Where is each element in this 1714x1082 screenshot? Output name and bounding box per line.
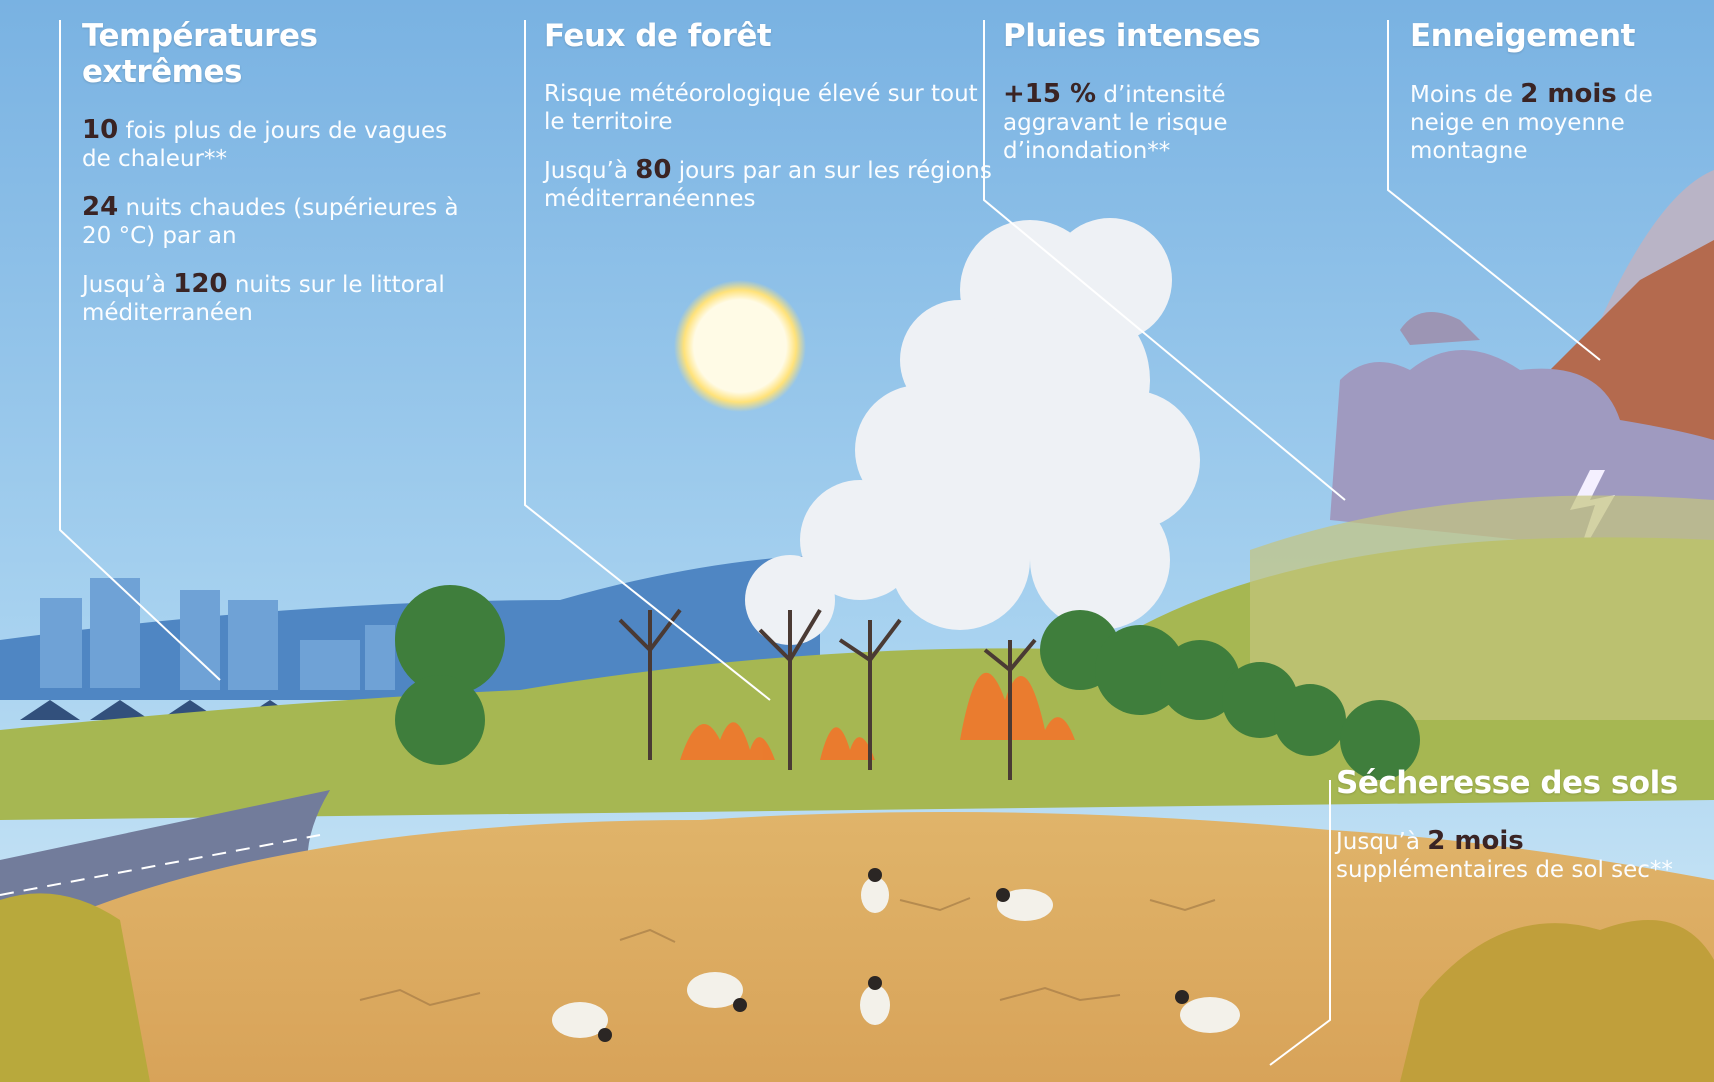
info-panel: Sécheresse des sols Jusqu’à 2 mois supplé… bbox=[1336, 765, 1686, 904]
info-panel: Enneigement Moins de 2 mois de neige en m… bbox=[1410, 18, 1710, 185]
info-panel: Températures extrêmes 10 fois plus de jou… bbox=[82, 18, 482, 347]
info-panel: Pluies intenses +15 % d’intensité aggrava… bbox=[1003, 18, 1273, 185]
panel-text: +15 % d’intensité aggravant le risque d’… bbox=[1003, 80, 1273, 165]
text-run: fois plus de jours de vagues de chaleur*… bbox=[82, 118, 447, 172]
panel-title: Enneigement bbox=[1410, 18, 1710, 54]
page: Températures extrêmes 10 fois plus de jou… bbox=[0, 0, 1714, 1082]
panel-text: Moins de 2 mois de neige en moyenne mont… bbox=[1410, 80, 1710, 165]
key-figure: 24 bbox=[82, 192, 118, 222]
panel-text: 10 fois plus de jours de vagues de chale… bbox=[82, 116, 482, 173]
panel-text: 24 nuits chaudes (supérieures à 20 °C) p… bbox=[82, 193, 482, 250]
text-run: nuits chaudes (supérieures à 20 °C) par … bbox=[82, 195, 459, 249]
panel-text: Jusqu’à 2 mois supplémentaires de sol se… bbox=[1336, 827, 1686, 884]
key-figure: 2 mois bbox=[1427, 826, 1523, 856]
text-run: Jusqu’à bbox=[82, 272, 173, 298]
text-run: supplémentaires de sol sec** bbox=[1336, 857, 1673, 883]
info-panel: Feux de forêt Risque météorologique élevé… bbox=[544, 18, 1004, 233]
panel-text: Risque météorologique élevé sur tout le … bbox=[544, 80, 1004, 136]
panel-title: Sécheresse des sols bbox=[1336, 765, 1686, 801]
key-figure: +15 % bbox=[1003, 79, 1096, 109]
text-run: Jusqu’à bbox=[1336, 829, 1427, 855]
key-figure: 120 bbox=[173, 269, 227, 299]
text-run: Jusqu’à bbox=[544, 158, 635, 184]
panel-title: Températures extrêmes bbox=[82, 18, 482, 90]
text-run: Moins de bbox=[1410, 82, 1520, 108]
panel-text: Jusqu’à 120 nuits sur le littoral médite… bbox=[82, 270, 482, 327]
panel-title: Pluies intenses bbox=[1003, 18, 1273, 54]
panel-text: Jusqu’à 80 jours par an sur les régions … bbox=[544, 156, 1004, 213]
text-run: Risque météorologique élevé sur tout le … bbox=[544, 81, 978, 135]
panel-title: Feux de forêt bbox=[544, 18, 1004, 54]
key-figure: 10 bbox=[82, 115, 118, 145]
key-figure: 80 bbox=[635, 155, 671, 185]
key-figure: 2 mois bbox=[1520, 79, 1616, 109]
